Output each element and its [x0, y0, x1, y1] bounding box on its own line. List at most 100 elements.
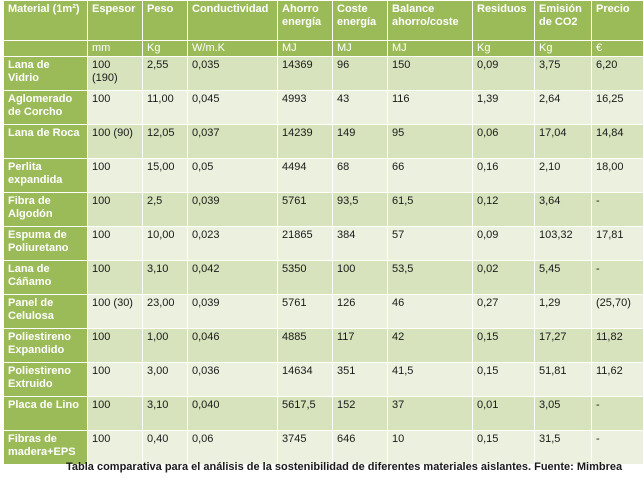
- table-cell: 3745: [277, 430, 333, 465]
- table-cell: 152: [332, 396, 388, 431]
- unit-cell: MJ: [277, 40, 333, 57]
- table-cell: 5,45: [534, 260, 592, 295]
- unit-cell: mm: [87, 40, 143, 57]
- table-caption: Tabla comparativa para el análisis de la…: [66, 461, 623, 473]
- table-cell: 66: [387, 158, 473, 193]
- table-cell: 1,29: [534, 294, 592, 329]
- table-cell: 57: [387, 226, 473, 261]
- material-name-cell: Lana de Roca: [3, 124, 88, 159]
- table-cell: 0,036: [187, 362, 278, 397]
- unit-cell: W/m.K: [187, 40, 278, 57]
- table-cell: 0,16: [472, 158, 535, 193]
- table-cell: 11,62: [591, 362, 644, 397]
- column-header: Material (1m²): [3, 0, 88, 41]
- table-cell: (25,70): [591, 294, 644, 329]
- table-cell: 100 (190): [87, 56, 143, 91]
- column-header: Espesor: [87, 0, 143, 41]
- table-cell: 0,06: [472, 124, 535, 159]
- table-cell: 0,15: [472, 328, 535, 363]
- table-cell: 4993: [277, 90, 333, 125]
- material-name-cell: Lana de Vidrio: [3, 56, 88, 91]
- table-cell: 10,00: [142, 226, 188, 261]
- unit-cell: MJ: [387, 40, 473, 57]
- table-cell: 17,27: [534, 328, 592, 363]
- table-row: Fibras de madera+EPS 100 0,40 0,06 3745 646 10…: [3, 430, 644, 465]
- material-name-cell: Fibras de madera+EPS: [3, 430, 88, 465]
- material-name-cell: Perlita expandida: [3, 158, 88, 193]
- table-cell: 37: [387, 396, 473, 431]
- material-name-cell: Placa de Lino: [3, 396, 88, 431]
- table-row: Lana de Roca 100 (90) 12,05 0,037 14239 149 95…: [3, 124, 644, 159]
- table-cell: 5617,5: [277, 396, 333, 431]
- table-cell: 2,55: [142, 56, 188, 91]
- table-cell: -: [591, 430, 644, 465]
- column-header: Residuos: [472, 0, 535, 41]
- table-cell: 150: [387, 56, 473, 91]
- table-cell: 5761: [277, 294, 333, 329]
- table-cell: 2,5: [142, 192, 188, 227]
- column-header: Emisión de CO2: [534, 0, 592, 41]
- table-cell: 0,06: [187, 430, 278, 465]
- table-cell: 17,04: [534, 124, 592, 159]
- units-row: mm Kg W/m.K MJ MJ MJ Kg Kg €: [3, 40, 644, 57]
- material-name-cell: Fibra de Algodón: [3, 192, 88, 227]
- table-cell: 0,039: [187, 192, 278, 227]
- table-cell: 16,25: [591, 90, 644, 125]
- table-cell: 0,09: [472, 226, 535, 261]
- comparison-table: Material (1m²) Espesor Peso Conductividad Ah…: [3, 0, 644, 465]
- table-cell: 384: [332, 226, 388, 261]
- table-cell: 116: [387, 90, 473, 125]
- table-cell: 31,5: [534, 430, 592, 465]
- table-cell: 11,00: [142, 90, 188, 125]
- table-cell: 15,00: [142, 158, 188, 193]
- unit-cell: Kg: [534, 40, 592, 57]
- table-cell: 53,5: [387, 260, 473, 295]
- table-row: Fibra de Algodón 100 2,5 0,039 5761 93,5 61,5 0…: [3, 192, 644, 227]
- table-row: Perlita expandida 100 15,00 0,05 4494 68 66 0,1…: [3, 158, 644, 193]
- table-cell: 4494: [277, 158, 333, 193]
- table-cell: 351: [332, 362, 388, 397]
- table-cell: 0,037: [187, 124, 278, 159]
- material-name-cell: Panel de Celulosa: [3, 294, 88, 329]
- table-cell: 14239: [277, 124, 333, 159]
- table-body: Lana de Vidrio 100 (190) 2,55 0,035 14369 96 1…: [3, 56, 644, 465]
- table-cell: 1,39: [472, 90, 535, 125]
- table-cell: 14,84: [591, 124, 644, 159]
- table-cell: 100: [87, 192, 143, 227]
- table-cell: 100: [87, 328, 143, 363]
- table-cell: 0,15: [472, 430, 535, 465]
- table-cell: 100: [87, 226, 143, 261]
- table-cell: 2,64: [534, 90, 592, 125]
- table-cell: 41,5: [387, 362, 473, 397]
- table-cell: 51,81: [534, 362, 592, 397]
- table-row: Aglomerado de Corcho 100 11,00 0,045 4993 43 1…: [3, 90, 644, 125]
- table-cell: 0,05: [187, 158, 278, 193]
- table-cell: 3,00: [142, 362, 188, 397]
- table-cell: 46: [387, 294, 473, 329]
- table-cell: 5350: [277, 260, 333, 295]
- material-name-cell: Poliestireno Expandido: [3, 328, 88, 363]
- material-name-cell: Aglomerado de Corcho: [3, 90, 88, 125]
- column-header: Peso: [142, 0, 188, 41]
- table-cell: 0,046: [187, 328, 278, 363]
- column-header: Balance ahorro/coste: [387, 0, 473, 41]
- column-header: Coste energía: [332, 0, 388, 41]
- header-row: Material (1m²) Espesor Peso Conductividad Ah…: [3, 0, 644, 41]
- table-cell: 0,023: [187, 226, 278, 261]
- table-cell: 0,035: [187, 56, 278, 91]
- table-cell: -: [591, 396, 644, 431]
- table-cell: 0,01: [472, 396, 535, 431]
- table-cell: 6,20: [591, 56, 644, 91]
- table-cell: 18,00: [591, 158, 644, 193]
- table-row: Poliestireno Extruido 100 3,00 0,036 14634 35…: [3, 362, 644, 397]
- table-cell: 100: [87, 362, 143, 397]
- table-cell: 126: [332, 294, 388, 329]
- table-cell: 93,5: [332, 192, 388, 227]
- table-cell: 3,10: [142, 396, 188, 431]
- table-cell: 10: [387, 430, 473, 465]
- unit-cell: €: [591, 40, 644, 57]
- table-cell: 23,00: [142, 294, 188, 329]
- table-cell: 12,05: [142, 124, 188, 159]
- table-cell: 0,27: [472, 294, 535, 329]
- table-row: Lana de Cáñamo 100 3,10 0,042 5350 100 53,5 0,0…: [3, 260, 644, 295]
